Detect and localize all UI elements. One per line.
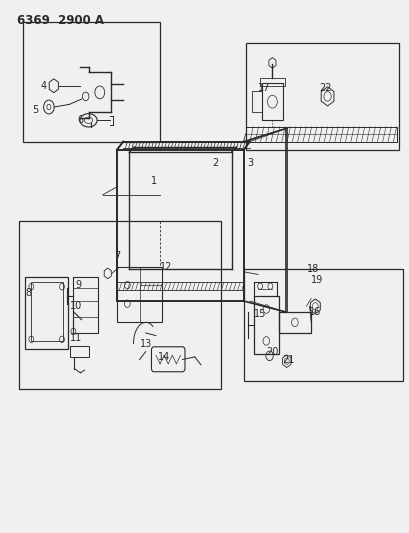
Text: 11: 11 [70,333,82,343]
Bar [117,266,162,322]
Text: 3: 3 [246,158,252,168]
Text: 19: 19 [310,275,323,285]
Text: 2: 2 [211,158,218,168]
Text: 5: 5 [32,104,38,115]
Text: 4: 4 [40,81,47,91]
Text: 20: 20 [265,346,278,357]
Bar [254,296,278,354]
Text: 1: 1 [151,176,157,187]
Bar [23,22,160,142]
Text: 12: 12 [160,262,172,271]
Text: 13: 13 [139,338,151,349]
Text: 17: 17 [257,83,270,93]
Text: 14: 14 [157,352,170,362]
Text: 18: 18 [306,264,319,274]
Bar [19,221,221,389]
Text: 16: 16 [308,306,321,317]
Text: 9: 9 [75,280,81,290]
Bar [262,83,282,120]
Text: 6369  2900 A: 6369 2900 A [17,14,104,27]
Bar [243,269,402,381]
Bar [25,277,68,349]
Bar [70,346,88,357]
Text: 7: 7 [114,251,120,261]
Text: 15: 15 [253,309,266,319]
Bar [278,312,310,333]
Bar [73,277,98,333]
Text: 10: 10 [70,301,82,311]
Text: 22: 22 [319,83,331,93]
Text: 21: 21 [282,354,294,365]
Bar [260,78,284,86]
Bar [252,91,262,112]
Text: 8: 8 [25,288,31,298]
Bar [245,43,398,150]
Text: 6: 6 [77,115,83,125]
Bar [30,282,63,341]
Bar [245,127,396,142]
